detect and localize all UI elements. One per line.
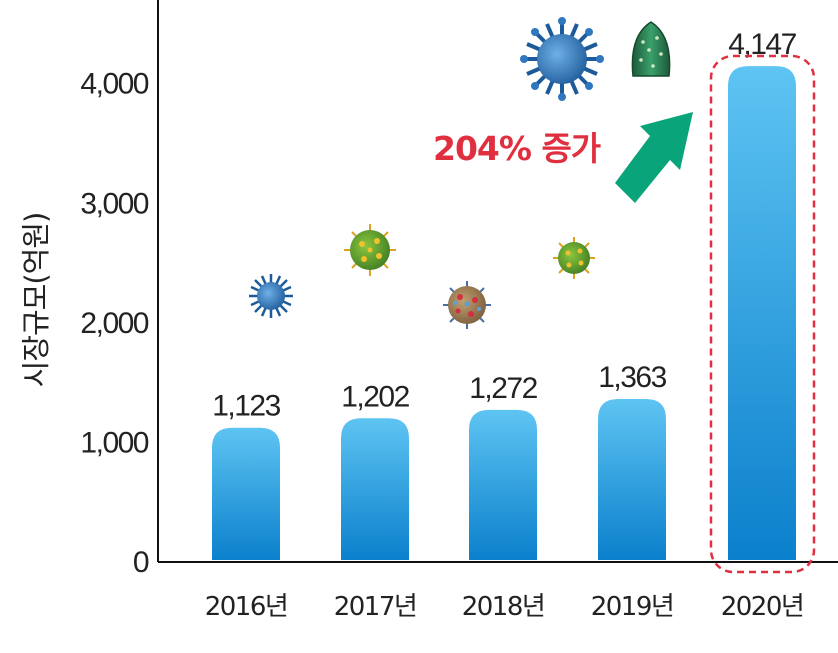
- value-label: 1,363: [598, 361, 666, 394]
- bar-2019년: [598, 399, 666, 560]
- virus-icon-green-small: [553, 237, 595, 279]
- bar-2020년: [728, 66, 796, 560]
- y-tick-label: 2,000: [80, 307, 148, 340]
- x-tick-label: 2020년: [721, 592, 804, 622]
- bar-2017년: [341, 418, 409, 560]
- x-tick-label: 2016년: [205, 592, 288, 622]
- bar-2018년: [469, 409, 537, 560]
- virus-icon-brown: [443, 281, 491, 329]
- y-tick-labels: 0 1,000 2,000 3,000 4,000: [80, 68, 150, 579]
- x-tick-label: 2019년: [591, 592, 674, 622]
- bar-2016년: [212, 427, 280, 560]
- x-tick-labels: 2016년 2017년 2018년 2019년 2020년: [205, 592, 805, 622]
- y-tick-label: 0: [133, 546, 149, 579]
- y-tick-label: 1,000: [80, 426, 148, 459]
- value-label: 1,123: [212, 390, 280, 423]
- virus-icon-green: [344, 224, 396, 276]
- y-axis-title: 시장규모(억원): [19, 213, 53, 388]
- value-label: 1,272: [469, 372, 537, 405]
- y-tick-label: 4,000: [80, 68, 148, 101]
- highlight-box: [709, 54, 816, 574]
- virus-icon-blue-small: [249, 274, 293, 318]
- x-tick-label: 2018년: [462, 592, 545, 622]
- bars: [212, 66, 796, 560]
- virus-icon-blue-large: [520, 17, 604, 101]
- value-label: 1,202: [341, 380, 409, 413]
- y-tick-label: 3,000: [80, 187, 148, 220]
- growth-arrow-icon: [615, 112, 693, 203]
- virus-icon-green-cone: [631, 21, 671, 77]
- x-tick-label: 2017년: [334, 592, 417, 622]
- growth-annotation: 204% 증가: [433, 129, 601, 168]
